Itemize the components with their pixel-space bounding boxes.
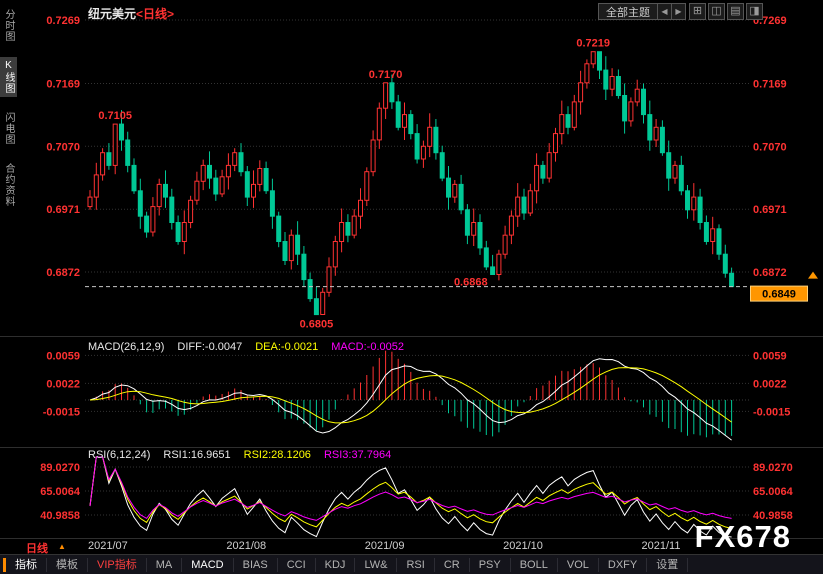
sidebar-tab-time-chart[interactable]: 分时图 [3,9,14,42]
price-axis-label-right: 0.6872 [753,267,787,279]
price-axis-label-left: 0.6872 [46,267,80,279]
top-controls: 全部主题 ◀ ▶ ⊞ ◫ ▤ ◨ [598,3,763,20]
price-alert-arrow-icon [808,271,818,279]
tab-vip-indicators[interactable]: VIP指标 [88,557,147,572]
sidebar-tab-flash-chart[interactable]: 闪电图 [3,112,14,145]
rsi-axis-label-right: 65.0064 [753,486,794,498]
period-name: <日线> [136,7,175,21]
price-annotation: 0.7105 [98,110,132,122]
fx678-watermark: FX678 [694,519,791,554]
indicator-psy[interactable]: PSY [470,557,511,572]
macd-histogram [95,350,733,438]
rsi2-line [89,456,732,529]
bottom-toolbar: 指标 模板 VIP指标 MA MACD BIAS CCI KDJ LW& RSI CR PSY BOLL… [0,554,823,574]
price-annotations: 0.7105 0.7170 0.7219 0.6805 0.6868 [98,38,610,331]
tab-templates[interactable]: 模板 [47,557,88,572]
macd-axis-label-right: -0.0015 [753,406,790,418]
indicator-rsi[interactable]: RSI [397,557,435,572]
macd-axis-label-right: 0.0059 [753,350,787,362]
rsi-axis-label-left: 65.0064 [40,486,81,498]
panel-separators [0,336,823,539]
rsi1-value: RSI1:16.9651 [163,449,231,461]
rsi3-line [89,456,732,521]
rsi-axis-label-left: 89.0270 [40,462,80,474]
month-label: 2021/07 [88,540,128,552]
macd-axis-label-left: 0.0059 [46,350,80,362]
indicator-boll[interactable]: BOLL [511,557,558,572]
indicator-macd[interactable]: MACD [182,557,234,572]
macd-axis-label-left: -0.0015 [43,406,80,418]
month-label: 2021/11 [641,540,681,552]
layout-button-1-icon[interactable]: ⊞ [689,3,706,20]
period-selector[interactable]: 日线 [26,543,48,555]
price-axis-label-right: 0.6971 [753,204,787,216]
theme-selector[interactable]: 全部主题 ◀ ▶ [598,3,686,20]
rsi-axis-label-left: 40.9858 [40,510,80,522]
price-annotation: 0.6868 [454,277,488,289]
macd-label-row: MACD(26,12,9) DIFF:-0.0047 DEA:-0.0021 M… [88,341,404,353]
symbol-name: 纽元美元 [88,7,137,21]
macd-grid: 0.0059 0.0059 0.0022 0.0022 -0.0015 -0.0015 [43,350,791,418]
current-price-marker: 0.6849 [85,271,818,302]
layout-button-4-icon[interactable]: ◨ [746,3,763,20]
window-layout-buttons: ⊞ ◫ ▤ ◨ [689,3,763,20]
time-axis: 日线 ▲ 2021/07 2021/08 2021/09 2021/10 2021/11 [0,539,823,555]
indicator-kdj[interactable]: KDJ [316,557,356,572]
sidebar-tab-kline-chart[interactable]: K线图 [0,57,17,97]
macd-diff-value: DIFF:-0.0047 [177,341,243,353]
indicator-cci[interactable]: CCI [278,557,316,572]
price-annotation: 0.7219 [576,38,610,50]
period-expand-arrow-icon[interactable]: ▲ [58,542,66,551]
rsi3-value: RSI3:37.7964 [323,449,392,461]
price-axis-label-left: 0.7169 [46,79,80,91]
rsi-axis-label-right: 40.9858 [753,510,793,522]
price-annotation: 0.6805 [300,319,334,331]
macd-title: MACD(26,12,9) [88,341,165,353]
macd-axis-label-right: 0.0022 [753,378,787,390]
indicator-dxfy[interactable]: DXFY [599,557,648,572]
indicator-vol[interactable]: VOL [558,557,599,572]
price-axis-label-left: 0.7269 [46,15,80,27]
price-axis-label-left: 0.6971 [46,204,80,216]
settings-button[interactable]: 设置 [647,557,689,572]
candlestick-series[interactable] [87,51,735,316]
indicator-cr[interactable]: CR [435,557,470,572]
macd-dea-line [89,367,732,424]
chart-type-sidebar: 分时图 K线图闪电图合约资料 [0,6,17,210]
macd-diff-line [89,358,732,441]
theme-prev-button[interactable]: ◀ [657,4,671,19]
indicator-lw[interactable]: LW& [355,557,398,572]
chart-title: 纽元美元<日线> [88,5,174,22]
indicator-ma[interactable]: MA [147,557,183,572]
rsi-label-row: RSI(6,12,24) RSI1:16.9651 RSI2:28.1206 R… [88,449,391,461]
rsi2-value: RSI2:28.1206 [243,449,311,461]
rsi-title: RSI(6,12,24) [88,449,151,461]
current-price-value: 0.6849 [762,289,796,301]
price-axis-label-right: 0.7070 [753,141,787,153]
price-annotation: 0.7170 [369,69,403,81]
month-label: 2021/10 [503,540,543,552]
price-axis-label-right: 0.7169 [753,79,787,91]
month-label: 2021/08 [226,540,267,552]
tab-indicators[interactable]: 指标 [3,557,47,572]
price-axis-label-left: 0.7070 [46,141,80,153]
indicator-bias[interactable]: BIAS [234,557,278,572]
macd-axis-label-left: 0.0022 [46,378,80,390]
macd-dea-value: DEA:-0.0021 [255,341,319,353]
sidebar-tab-contract-info[interactable]: 合约资料 [3,163,14,207]
layout-button-2-icon[interactable]: ◫ [708,3,725,20]
current-price-tag [750,285,808,302]
layout-button-3-icon[interactable]: ▤ [727,3,744,20]
month-label: 2021/09 [364,540,405,552]
macd-macd-value: MACD:-0.0052 [331,341,404,353]
rsi-axis-label-right: 89.0270 [753,462,793,474]
theme-next-button[interactable]: ▶ [671,4,685,19]
rsi-grid: 89.0270 89.0270 65.0064 65.0064 40.9858 40.98… [40,462,793,522]
theme-selector-label: 全部主题 [606,6,650,19]
